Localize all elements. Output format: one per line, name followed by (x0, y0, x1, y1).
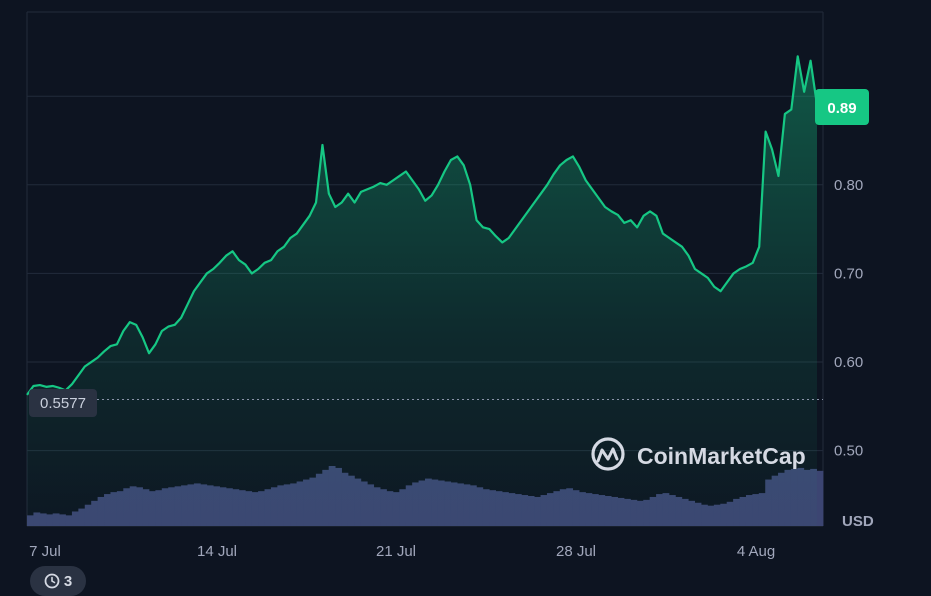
current-price-badge: 0.89 (815, 89, 869, 125)
history-icon (44, 573, 60, 589)
price-line (26, 55, 819, 396)
price-chart[interactable]: 0.50 0.60 0.70 0.80 7 Jul 14 Jul 21 Jul 28 Jul… (0, 0, 931, 582)
coinmarketcap-watermark: CoinMarketCap (591, 437, 806, 471)
x-tick-label: 28 Jul (556, 543, 596, 560)
history-count: 3 (63, 572, 73, 590)
x-tick-label: 21 Jul (376, 543, 416, 560)
current-price-label: 0.89 (827, 100, 856, 117)
y-tick-label: 0.80 (834, 177, 863, 194)
reference-price-label: 0.5577 (40, 395, 86, 412)
x-axis-ticks: 7 Jul 14 Jul 21 Jul 28 Jul 4 Aug (29, 543, 775, 560)
x-tick-label: 14 Jul (197, 543, 237, 560)
x-tick-label: 4 Aug (737, 543, 775, 560)
volume-bar (816, 470, 824, 526)
y-tick-label: 0.60 (834, 354, 863, 371)
price-area (27, 56, 817, 527)
history-button[interactable]: 3 (30, 566, 86, 596)
y-tick-label: 0.50 (834, 443, 863, 460)
y-axis-ticks: 0.50 0.60 0.70 0.80 (834, 177, 863, 460)
coinmarketcap-logo-icon (591, 437, 625, 471)
currency-unit-label: USD (842, 513, 874, 530)
reference-price-badge: 0.5577 (29, 389, 97, 417)
y-tick-label: 0.70 (834, 265, 863, 282)
brand-name: CoinMarketCap (637, 443, 806, 469)
x-tick-label: 7 Jul (29, 543, 61, 560)
price-area-fill (27, 56, 817, 527)
price-line-group (26, 55, 819, 396)
